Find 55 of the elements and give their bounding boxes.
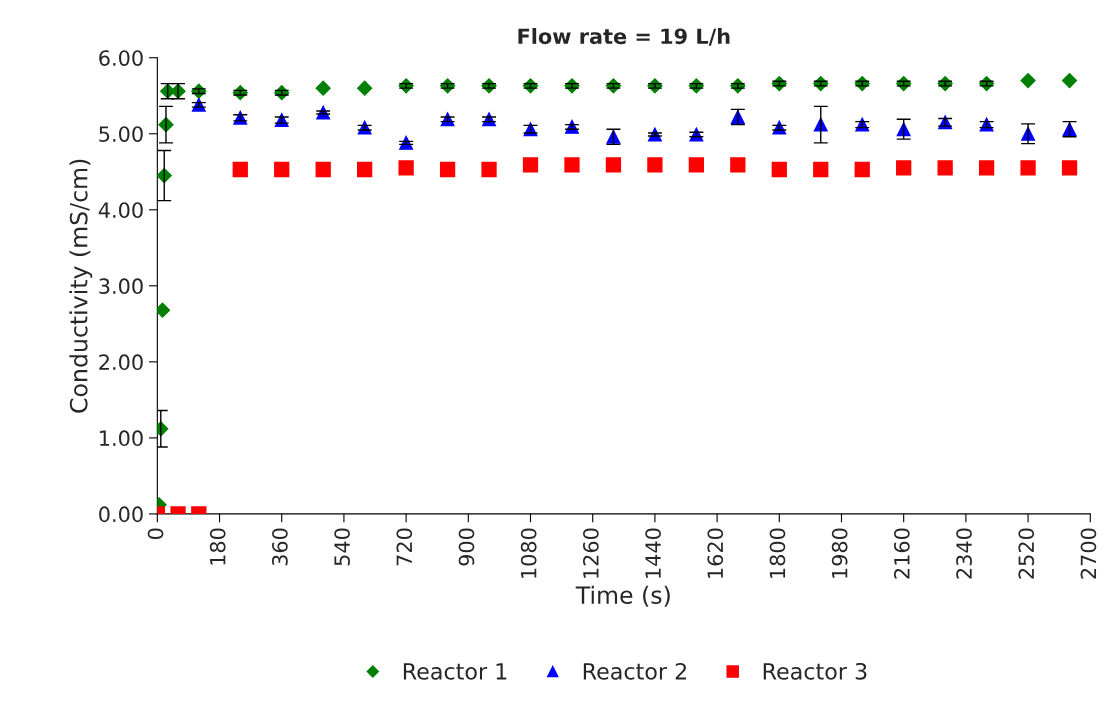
- x-tick-label: 1440: [645, 528, 661, 578]
- legend-label: Reactor 3: [763, 662, 867, 680]
- y-tick-label: 5.00: [99, 126, 143, 142]
- x-tick-label: 2520: [1018, 528, 1035, 579]
- x-tick-label: 360: [272, 528, 288, 566]
- y-tick-label: 1.00: [100, 430, 143, 447]
- legend-label: Reactor 1: [403, 663, 507, 680]
- y-axis-title: Conductivity (mS/cm): [69, 159, 93, 413]
- point: [937, 160, 953, 176]
- point: [1061, 72, 1078, 89]
- point: [274, 161, 290, 178]
- point: [232, 161, 248, 178]
- point: [771, 161, 787, 178]
- point: [157, 302, 171, 318]
- x-tick-label: 1080: [520, 528, 537, 578]
- point: [647, 157, 663, 173]
- point: [315, 80, 331, 96]
- x-tick-label: 1800: [769, 528, 786, 578]
- y-tick-label: 3.00: [99, 278, 143, 295]
- point: [605, 157, 622, 173]
- point: [315, 161, 331, 178]
- point: [813, 161, 829, 178]
- y-tick-label: 0.00: [99, 506, 143, 523]
- x-tick-label: 1980: [831, 528, 848, 578]
- x-tick-label: 0: [147, 528, 164, 539]
- point: [439, 161, 456, 178]
- point: [730, 157, 746, 173]
- x-tick-label: 180: [209, 528, 226, 565]
- y-tick-label: 4.00: [98, 202, 143, 218]
- chart-title: Flow rate = 19 L/h: [518, 28, 730, 46]
- point: [564, 157, 580, 173]
- y-tick-label: 6.00: [99, 50, 143, 66]
- x-tick-label: 720: [396, 528, 413, 566]
- x-tick-label: 2700: [1080, 528, 1097, 579]
- x-tick-label: 2160: [893, 528, 910, 579]
- point: [357, 80, 373, 96]
- point: [854, 161, 870, 178]
- point: [896, 160, 912, 176]
- x-tick-label: 540: [334, 528, 350, 566]
- x-tick-label: 1620: [707, 528, 724, 578]
- point: [481, 161, 497, 178]
- y-tick-label: 2.00: [99, 354, 143, 371]
- point: [1020, 160, 1036, 176]
- legend-label: Reactor 2: [583, 662, 687, 680]
- x-axis-title: Time (s): [575, 585, 670, 607]
- point: [398, 160, 414, 176]
- point: [1061, 160, 1078, 176]
- point: [522, 157, 539, 173]
- x-tick-label: 900: [458, 528, 475, 566]
- point: [357, 161, 373, 178]
- point: [688, 157, 705, 173]
- point: [1020, 72, 1036, 89]
- x-tick-label: 2340: [956, 528, 972, 579]
- x-tick-label: 1260: [582, 528, 599, 578]
- point: [978, 160, 995, 176]
